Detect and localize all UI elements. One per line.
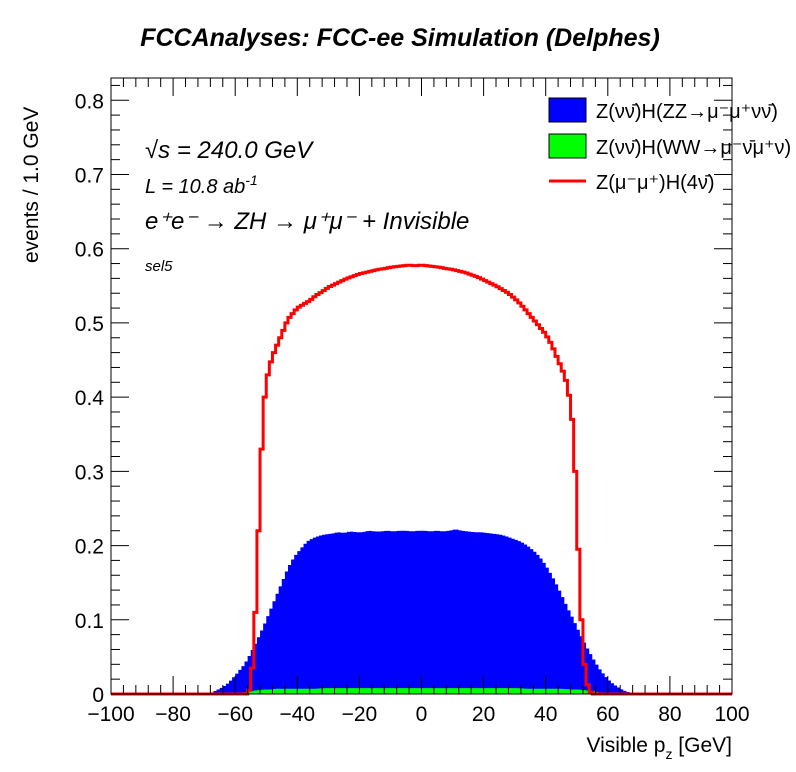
luminosity-label: L = 10.8 ab-1 bbox=[145, 172, 258, 198]
x-tick-label: −80 bbox=[155, 703, 191, 726]
x-tick-label: 20 bbox=[472, 703, 495, 726]
sqrt-s-label: √s = 240.0 GeV bbox=[145, 137, 314, 164]
legend: Z(νν̄)H(ZZ→μ⁻μ⁺νν̄) Z(νν̄)H(WW→μ⁻ν̄μ⁺ν) Z(… bbox=[548, 97, 791, 194]
plot-area bbox=[111, 263, 732, 696]
blue-zz-histogram bbox=[111, 529, 732, 694]
chart-title: FCCAnalyses: FCC-ee Simulation (Delphes) bbox=[140, 24, 660, 52]
legend-label: Z(νν̄)H(ZZ→μ⁻μ⁺νν̄) bbox=[596, 101, 778, 123]
legend-entry-signal: Z(μ⁻μ⁺)H(4ν̄) bbox=[549, 172, 715, 194]
legend-label: Z(νν̄)H(WW→μ⁻ν̄μ⁺ν) bbox=[596, 137, 791, 159]
y-tick-label: 0.6 bbox=[75, 239, 104, 262]
x-tick-label: 0 bbox=[416, 703, 428, 726]
x-tick-label: 100 bbox=[714, 703, 749, 726]
y-tick-label: 0.7 bbox=[75, 164, 104, 187]
x-tick-label: −60 bbox=[217, 703, 253, 726]
x-axis-label: Visible pz [GeV] bbox=[586, 734, 732, 762]
y-tick-label: 0 bbox=[92, 684, 104, 707]
y-tick-label: 0.3 bbox=[75, 461, 104, 484]
y-tick-label: 0.8 bbox=[75, 90, 104, 113]
legend-label: Z(μ⁻μ⁺)H(4ν̄) bbox=[596, 172, 715, 194]
y-tick-label: 0.5 bbox=[75, 313, 104, 336]
red-signal-line bbox=[111, 263, 732, 696]
legend-entry-zz: Z(νν̄)H(ZZ→μ⁻μ⁺νν̄) bbox=[548, 97, 778, 123]
process-label: e⁺e⁻ → ZH → μ⁺μ⁻ + Invisible bbox=[145, 208, 469, 235]
legend-entry-ww: Z(νν̄)H(WW→μ⁻ν̄μ⁺ν) bbox=[548, 133, 791, 159]
annotation-block: √s = 240.0 GeV L = 10.8 ab-1 e⁺e⁻ → ZH →… bbox=[145, 137, 469, 275]
y-axis-label: events / 1.0 GeV bbox=[20, 107, 43, 263]
x-tick-label: −20 bbox=[342, 703, 378, 726]
legend-swatch bbox=[548, 133, 587, 159]
y-tick-label: 0.1 bbox=[75, 610, 104, 633]
x-tick-label: −100 bbox=[87, 703, 134, 726]
x-tick-label: 40 bbox=[534, 703, 557, 726]
y-tick-label: 0.2 bbox=[75, 536, 104, 559]
axes: −100 −80 −60 −40 −20 0 20 40 60 80 100 0 0.1 0.2 0.3 0.… bbox=[75, 77, 750, 726]
x-tick-label: 80 bbox=[658, 703, 681, 726]
selection-label: sel5 bbox=[145, 258, 173, 275]
x-tick-label: 60 bbox=[596, 703, 619, 726]
y-tick-label: 0.4 bbox=[75, 387, 105, 410]
legend-swatch bbox=[548, 97, 587, 123]
x-tick-label: −40 bbox=[279, 703, 315, 726]
